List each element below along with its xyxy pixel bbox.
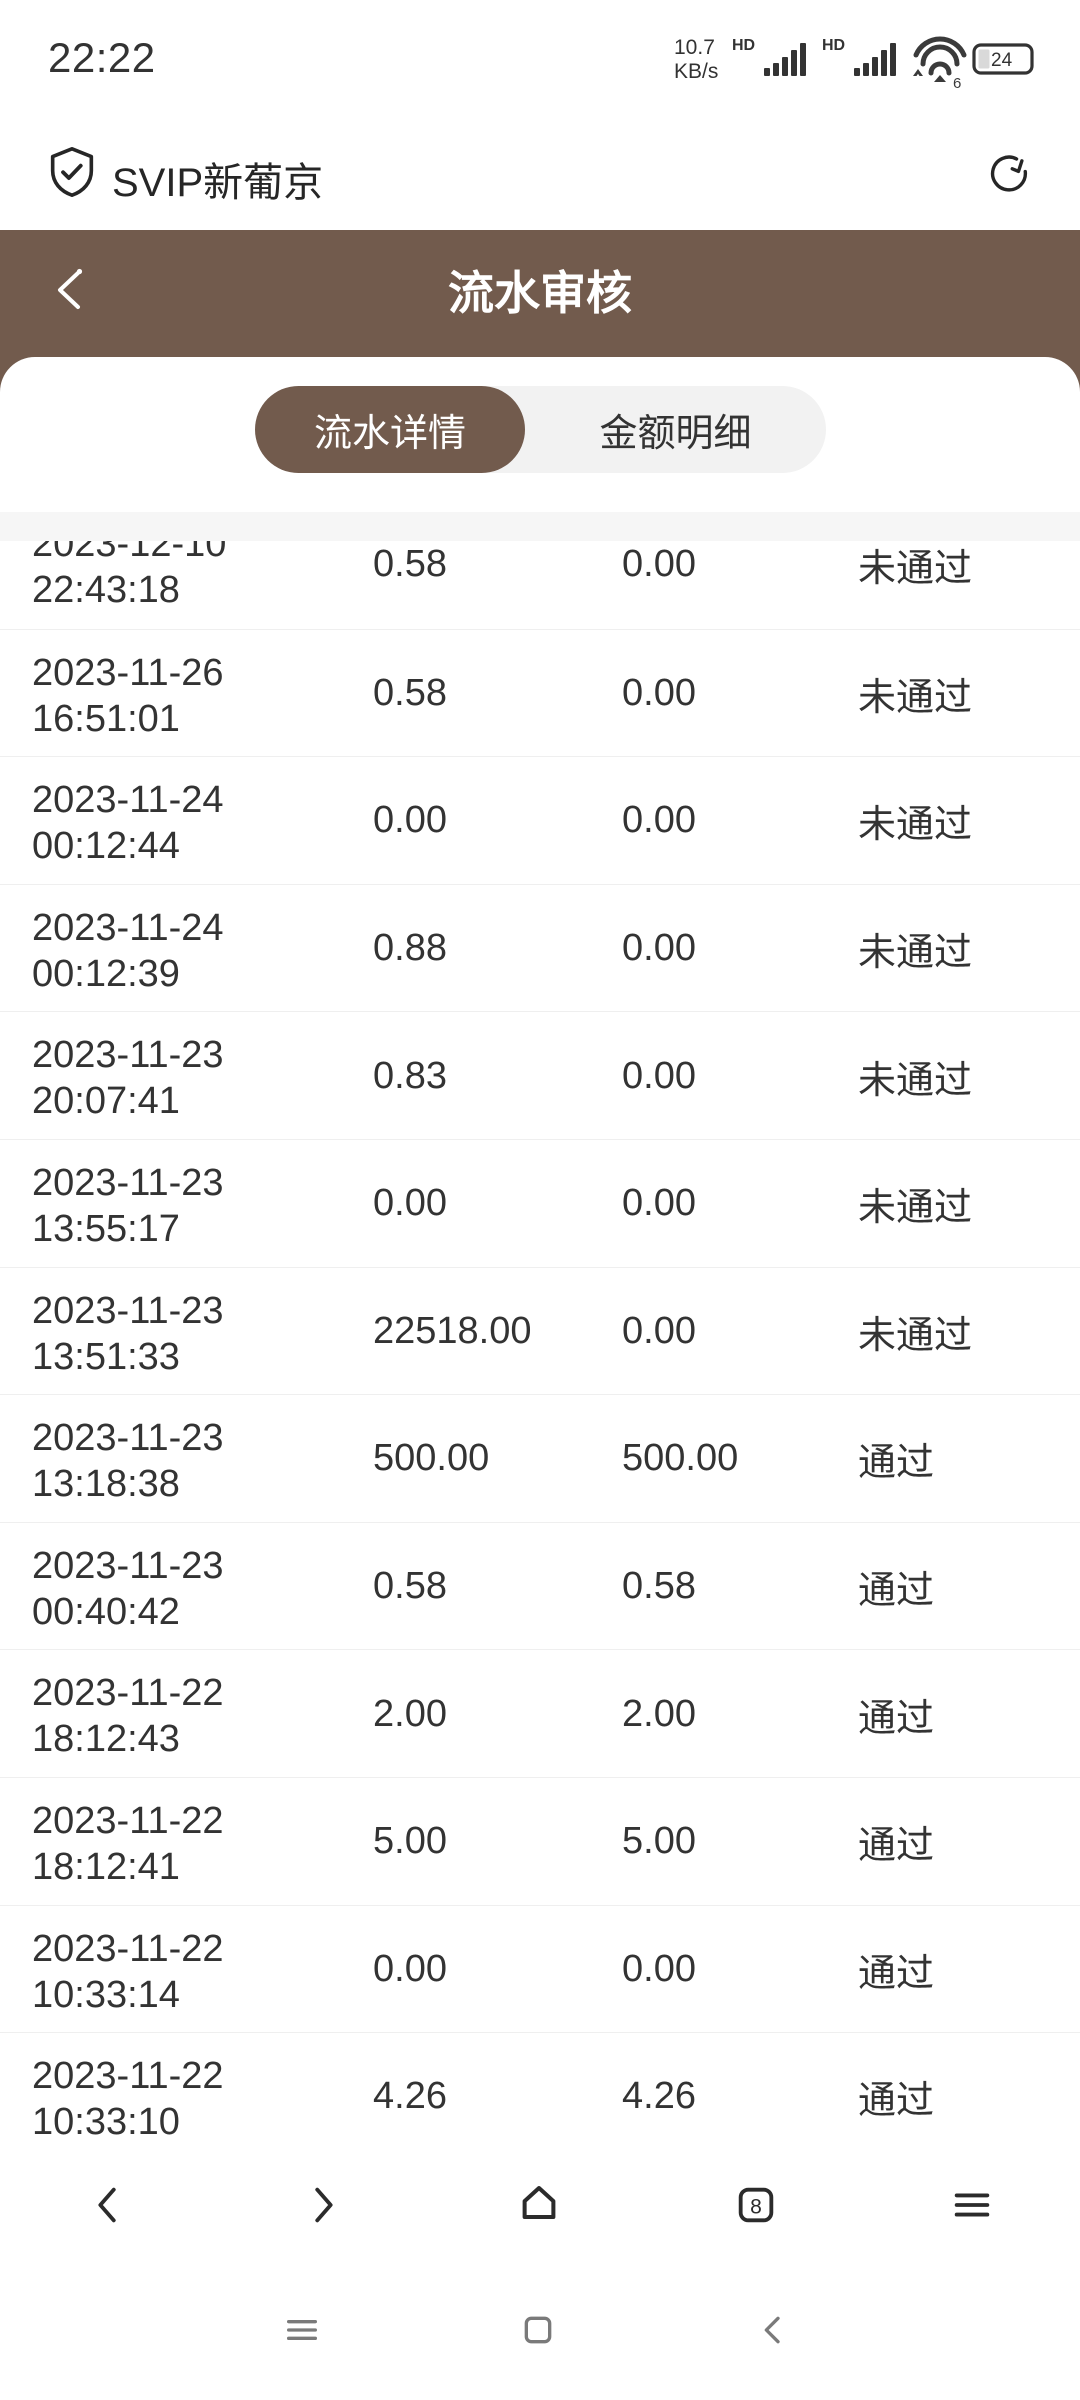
svg-text:KB/s: KB/s (674, 60, 718, 83)
svg-text:8: 8 (750, 2196, 762, 2219)
svg-text:HD: HD (732, 37, 755, 54)
svg-text:6: 6 (953, 75, 961, 90)
svg-text:HD: HD (822, 37, 845, 54)
svg-text:24: 24 (991, 50, 1013, 71)
svg-text:10.7: 10.7 (674, 36, 715, 59)
